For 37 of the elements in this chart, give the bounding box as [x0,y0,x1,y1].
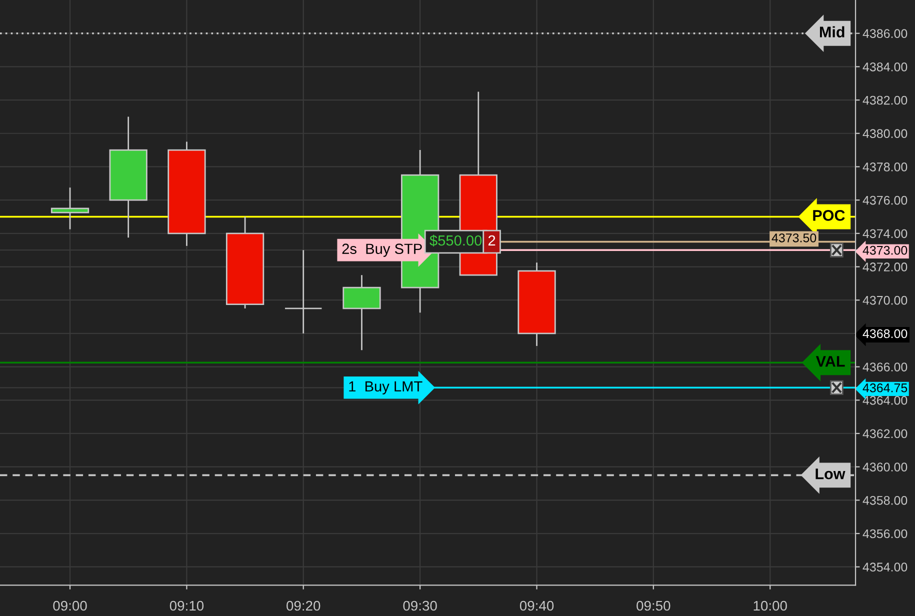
x-tick-label: 09:40 [520,600,554,611]
y-tick-label: 4382.00 [862,96,908,105]
y-tick-label: 4366.00 [862,362,908,372]
ref-line-label: Low [816,468,846,480]
x-tick-label: 09:00 [53,600,87,611]
y-tick-label: 4364.75 [862,383,908,392]
candlestick [50,186,90,230]
y-tick-label: 4360.00 [862,462,908,472]
ref-line-label: VAL [816,356,845,367]
y-tick-label: 4362.00 [862,429,908,438]
ref-line-label: POC [813,210,845,221]
annotation: $550.00 [430,234,482,247]
y-tick-label: 4356.00 [862,529,908,538]
annotation: 2 [488,235,496,246]
y-tick-label: 4376.00 [862,196,908,205]
x-tick-label: 09:20 [286,600,320,611]
y-tick-label: 4378.00 [862,162,908,172]
y-tick-label: 4354.00 [862,562,908,572]
x-tick-label: 09:30 [403,600,437,611]
x-tick-label: 10:00 [754,600,787,611]
y-tick-label: 4372.00 [862,262,908,272]
y-tick-label: 4373.00 [862,246,908,255]
annotation: 4373.50 [772,233,816,242]
y-tick-label: 4380.00 [862,129,908,138]
ref-line-label: Mid [820,26,844,38]
candlestick [284,249,322,334]
y-tick-label: 4358.00 [862,496,908,505]
y-tick-label: 4368.00 [862,329,908,338]
ref-line-label: 1 Buy LMT [349,381,422,394]
y-tick-label: 4386.00 [862,29,908,38]
x-tick-label: 09:50 [636,600,670,611]
y-tick-label: 4374.00 [862,229,908,238]
ref-line-label: 2s Buy STP [342,244,422,257]
y-tick-label: 4384.00 [862,62,908,72]
y-tick-label: 4364.00 [862,396,908,405]
y-tick-label: 4370.00 [862,296,908,305]
x-tick-label: 09:10 [170,600,204,611]
